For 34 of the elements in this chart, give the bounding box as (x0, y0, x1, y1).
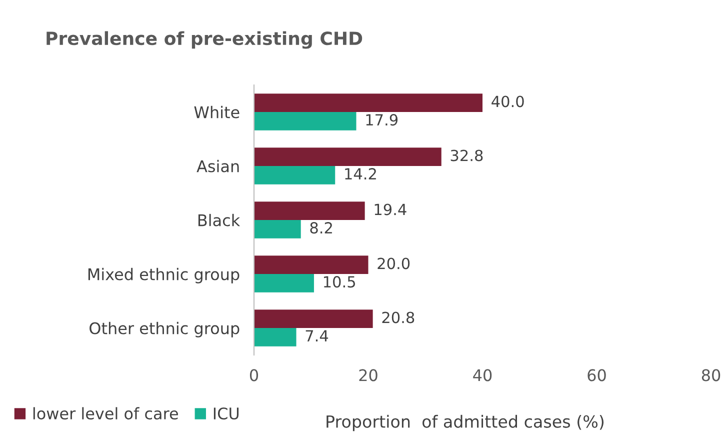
bar (254, 274, 314, 292)
data-label: 8.2 (310, 222, 332, 234)
data-label: 32.8 (450, 150, 483, 162)
data-label: 40.0 (492, 96, 524, 108)
bar (254, 148, 442, 166)
legend-label: lower level of care (33, 407, 178, 420)
data-label: 20.0 (378, 258, 410, 270)
y-tick-label: Mixed ethnic group (88, 268, 240, 284)
bar (254, 112, 356, 130)
legend-label: ICU (214, 407, 239, 420)
data-label: 14.2 (345, 168, 376, 180)
data-label: 19.4 (374, 204, 406, 216)
y-tick-label: White (194, 106, 240, 118)
x-tick-label: 80 (702, 369, 720, 382)
bar (254, 310, 373, 328)
chart-title: Prevalence of pre-existing CHD (46, 31, 362, 49)
data-label: 17.9 (366, 114, 398, 126)
x-tick-label: 20 (359, 369, 378, 382)
y-tick-label: Asian (196, 160, 239, 172)
bar (254, 94, 482, 112)
y-tick-label: Black (198, 214, 240, 226)
bar (254, 256, 368, 274)
data-label: 10.5 (324, 276, 355, 288)
x-tick-label: 60 (588, 369, 606, 382)
bar (254, 202, 365, 220)
bar (254, 328, 296, 346)
bar (254, 220, 301, 238)
x-axis-title: Proportion of admitted cases (%) (326, 414, 604, 432)
bar (254, 166, 336, 184)
x-tick-label: 0 (250, 369, 258, 382)
x-tick-label: 40 (473, 369, 492, 382)
data-label: 7.4 (306, 330, 328, 342)
data-label: 20.8 (382, 312, 414, 324)
y-tick-label: Other ethnic group (90, 322, 240, 338)
